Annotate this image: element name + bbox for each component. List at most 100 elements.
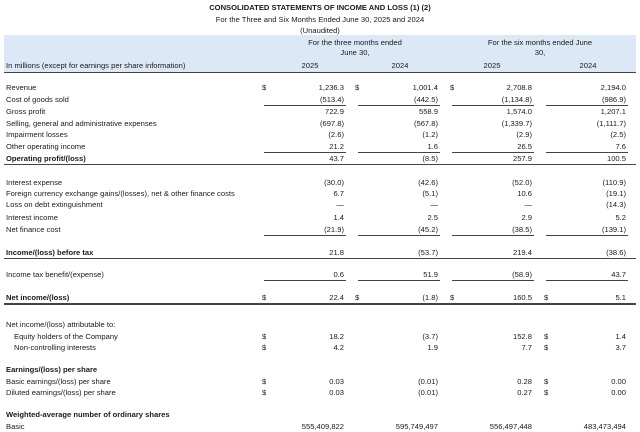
cell-value: (513.4) bbox=[319, 95, 344, 104]
period-header: For the three months ended June 30, bbox=[308, 38, 402, 57]
cell-value: (30.0) bbox=[324, 178, 344, 187]
cell-value: (3.7) bbox=[422, 332, 438, 341]
cell-value: 2,708.8 bbox=[506, 83, 532, 92]
subtitle: For the Three and Six Months Ended June … bbox=[215, 15, 425, 24]
year-header: 2024 bbox=[391, 61, 409, 70]
cell-value: 100.5 bbox=[606, 154, 626, 163]
cell-value: (38.6) bbox=[606, 248, 626, 257]
cell-value: 2.9 bbox=[521, 213, 532, 222]
cell-value: 21.8 bbox=[329, 248, 344, 257]
row-label: Loss on debt extinguishment bbox=[6, 200, 103, 209]
cell-value: 595,749,497 bbox=[395, 422, 438, 431]
cell-value: 0.28 bbox=[517, 377, 532, 386]
row-label: Non-controlling interests bbox=[14, 343, 96, 352]
cell-value: 152.8 bbox=[512, 332, 532, 341]
cell-value: 219.4 bbox=[512, 248, 532, 257]
cell-value: (2.5) bbox=[610, 130, 626, 139]
currency: $ bbox=[262, 343, 267, 352]
cell-value: 0.03 bbox=[329, 388, 344, 397]
row-label: Basic earnings/(loss) per share bbox=[6, 377, 111, 386]
row-label: Interest expense bbox=[6, 178, 63, 187]
currency: $ bbox=[450, 293, 455, 302]
row-label: Equity holders of the Company bbox=[14, 332, 118, 341]
header-band bbox=[4, 35, 636, 72]
row-label: Income/(loss) before tax bbox=[6, 248, 94, 257]
row-label: Operating profit/(loss) bbox=[6, 154, 86, 163]
cell-value: 0.03 bbox=[329, 377, 344, 386]
cell-value: 1.6 bbox=[427, 142, 438, 151]
sum-rule bbox=[452, 152, 534, 153]
currency: $ bbox=[544, 332, 549, 341]
year-header: 2025 bbox=[301, 61, 319, 70]
cell-value: 2,194.0 bbox=[600, 83, 626, 92]
cell-value: 18.2 bbox=[329, 332, 344, 341]
cell-value: 7.6 bbox=[615, 142, 626, 151]
cell-value: (58.9) bbox=[512, 270, 532, 279]
year-header: 2024 bbox=[579, 61, 597, 70]
cell-value: 722.9 bbox=[324, 107, 344, 116]
cell-value: 4.2 bbox=[333, 343, 344, 352]
title: CONSOLIDATED STATEMENTS OF INCOME AND LO… bbox=[209, 3, 431, 12]
sum-rule bbox=[546, 280, 628, 281]
cell-value: 7.7 bbox=[521, 343, 532, 352]
row-rule bbox=[4, 164, 636, 165]
sum-rule bbox=[452, 235, 534, 236]
cell-value: 43.7 bbox=[611, 270, 626, 279]
cell-value: 555,409,822 bbox=[301, 422, 344, 431]
cell-value: (5.1) bbox=[422, 189, 438, 198]
currency: $ bbox=[262, 388, 267, 397]
row-rule bbox=[4, 303, 636, 305]
year-header: 2025 bbox=[483, 61, 501, 70]
currency: $ bbox=[262, 377, 267, 386]
cell-value: 2.5 bbox=[427, 213, 438, 222]
cell-value: 1.4 bbox=[615, 332, 626, 341]
currency: $ bbox=[544, 343, 549, 352]
sum-rule bbox=[546, 235, 628, 236]
cell-value: 0.27 bbox=[517, 388, 532, 397]
row-label: Selling, general and administrative expe… bbox=[6, 119, 157, 128]
cell-value: 257.9 bbox=[512, 154, 532, 163]
cell-value: (139.1) bbox=[601, 225, 626, 234]
row-label: Net finance cost bbox=[6, 225, 61, 234]
cell-value: 483,473,494 bbox=[583, 422, 626, 431]
currency: $ bbox=[544, 377, 549, 386]
sum-rule bbox=[358, 152, 440, 153]
cell-value: (986.9) bbox=[601, 95, 626, 104]
cell-value: 0.00 bbox=[611, 377, 626, 386]
cell-value: 51.9 bbox=[423, 270, 438, 279]
row-label: Earnings/(loss) per share bbox=[6, 365, 98, 374]
cell-value: (110.9) bbox=[602, 178, 627, 187]
sum-rule bbox=[264, 235, 346, 236]
cell-value: (42.6) bbox=[418, 178, 438, 187]
currency: $ bbox=[355, 83, 360, 92]
cell-value: (14.3) bbox=[606, 200, 626, 209]
currency: $ bbox=[262, 332, 267, 341]
currency: $ bbox=[262, 293, 267, 302]
cell-value: 5.2 bbox=[615, 213, 626, 222]
cell-value: (442.5) bbox=[413, 95, 438, 104]
cell-value: — bbox=[430, 200, 438, 209]
cell-value: 5.1 bbox=[615, 293, 626, 302]
cell-value: (1,339.7) bbox=[501, 119, 532, 128]
sum-rule bbox=[264, 280, 346, 281]
unit-label: In millions (except for earnings per sha… bbox=[6, 61, 186, 70]
cell-value: 10.6 bbox=[517, 189, 532, 198]
cell-value: 26.5 bbox=[517, 142, 532, 151]
row-rule bbox=[4, 258, 636, 259]
cell-value: (567.8) bbox=[413, 119, 438, 128]
sum-rule bbox=[546, 105, 628, 106]
cell-value: (21.9) bbox=[324, 225, 344, 234]
cell-value: (2.9) bbox=[516, 130, 532, 139]
cell-value: 1,574.0 bbox=[506, 107, 532, 116]
sum-rule bbox=[358, 280, 440, 281]
cell-value: — bbox=[336, 200, 344, 209]
cell-value: (0.01) bbox=[418, 388, 438, 397]
row-label: Gross profit bbox=[6, 107, 46, 116]
row-label: Income tax benefit/(expense) bbox=[6, 270, 104, 279]
cell-value: 1.4 bbox=[333, 213, 344, 222]
currency: $ bbox=[544, 388, 549, 397]
cell-value: 43.7 bbox=[329, 154, 344, 163]
cell-value: (697.8) bbox=[319, 119, 344, 128]
row-label: Net income/(loss) bbox=[6, 293, 70, 302]
